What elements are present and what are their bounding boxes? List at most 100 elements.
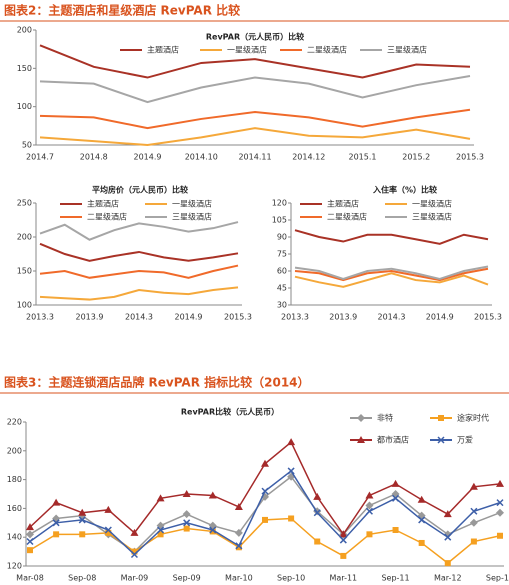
x-tick-label: Mar-11: [330, 574, 358, 583]
legend-label: 主题酒店: [87, 199, 119, 209]
marker: [235, 542, 243, 550]
y-tick-label: 75: [277, 250, 287, 259]
marker: [78, 516, 86, 524]
legend-label: 一星级酒店: [227, 45, 267, 55]
marker: [27, 547, 33, 554]
marker: [391, 479, 400, 487]
y-tick-label: 100: [17, 301, 32, 310]
marker: [261, 487, 269, 495]
marker: [78, 508, 87, 516]
x-tick-label: 2013.3: [26, 313, 54, 322]
chart-title: RevPAR比较（元人民币）: [181, 407, 279, 417]
marker: [313, 509, 321, 517]
marker: [443, 510, 452, 518]
x-tick-label: 2014.9: [426, 313, 454, 322]
y-tick-label: 160: [7, 504, 22, 513]
series-line: [39, 264, 239, 279]
marker: [52, 498, 61, 506]
x-tick-label: Sep-08: [68, 574, 96, 583]
marker: [418, 516, 426, 524]
series-line: [294, 229, 489, 245]
legend-label: 二星级酒店: [327, 212, 367, 222]
y-tick-label: 250: [17, 199, 32, 208]
marker: [418, 539, 425, 546]
series-line: [39, 242, 239, 262]
marker: [182, 490, 191, 497]
marker: [262, 516, 268, 523]
legend-label: 三星级酒店: [387, 45, 427, 55]
section-header: 图表2：主题酒店和星级酒店 RevPAR 比较: [4, 3, 240, 18]
legend-label: 三星级酒店: [172, 212, 212, 222]
y-tick-label: 50: [22, 141, 32, 150]
x-tick-label: Mar-09: [121, 574, 149, 583]
marker: [469, 482, 478, 490]
legend-label: 三星级酒店: [412, 212, 452, 222]
marker: [234, 528, 243, 537]
marker: [497, 532, 503, 539]
x-tick-label: 2014.8: [80, 153, 108, 162]
x-tick-label: 2014.9: [134, 153, 162, 162]
marker: [79, 531, 86, 538]
y-tick-label: 30: [277, 301, 287, 310]
y-tick-label: 45: [277, 284, 287, 293]
marker: [496, 499, 504, 507]
marker: [444, 533, 452, 541]
marker: [392, 527, 399, 533]
marker: [366, 531, 373, 538]
series-line: [39, 127, 471, 147]
x-tick-label: 2014.10: [185, 153, 218, 162]
legend-label: 万爱: [457, 436, 473, 445]
marker: [496, 479, 504, 487]
y-tick-label: 105: [272, 216, 287, 225]
x-tick-label: Mar-08: [16, 574, 44, 583]
legend-label: 一星级酒店: [412, 199, 452, 209]
marker: [209, 526, 217, 534]
y-tick-label: 60: [277, 267, 287, 276]
marker: [130, 550, 138, 559]
y-tick-label: 150: [17, 64, 32, 73]
marker: [288, 515, 295, 522]
y-tick-label: 150: [17, 267, 32, 276]
x-tick-label: Sep-12: [486, 574, 509, 583]
y-tick-label: 100: [17, 102, 32, 111]
marker: [313, 492, 322, 500]
y-tick-label: 220: [7, 418, 22, 427]
x-tick-label: 2014.3: [125, 313, 153, 322]
marker: [52, 519, 60, 527]
legend-label: 二星级酒店: [307, 45, 347, 55]
series-line: [39, 75, 471, 104]
x-tick-label: 2013.9: [329, 313, 357, 322]
x-tick-label: Sep-10: [277, 574, 305, 583]
marker: [340, 552, 347, 559]
legend-label: 一星级酒店: [172, 199, 212, 209]
x-tick-label: 2014.9: [175, 313, 203, 322]
x-tick-label: 2015.2: [402, 153, 430, 162]
marker: [365, 501, 374, 510]
marker: [287, 438, 296, 446]
marker: [26, 537, 34, 546]
marker: [208, 491, 217, 499]
marker: [104, 526, 112, 534]
chart-title: RevPAR（元人民币）比较: [206, 32, 304, 42]
y-tick-label: 200: [17, 233, 32, 242]
marker: [182, 510, 191, 519]
x-tick-label: 2014.7: [26, 153, 54, 162]
legend-label: 主题酒店: [147, 45, 179, 55]
marker: [26, 523, 34, 531]
x-tick-label: 2013.3: [281, 313, 309, 322]
marker: [261, 459, 269, 467]
x-tick-label: 2015.3: [474, 313, 502, 322]
marker: [287, 467, 295, 475]
series-line: [294, 267, 489, 282]
marker: [339, 536, 347, 544]
marker: [52, 514, 61, 523]
legend-label: 二星级酒店: [87, 212, 127, 222]
series-line: [29, 469, 501, 556]
y-tick-label: 140: [7, 533, 22, 542]
marker: [496, 508, 504, 517]
y-tick-label: 200: [7, 446, 22, 455]
y-tick-label: 120: [7, 562, 22, 571]
marker: [470, 538, 477, 545]
x-tick-label: Sep-11: [381, 574, 409, 583]
